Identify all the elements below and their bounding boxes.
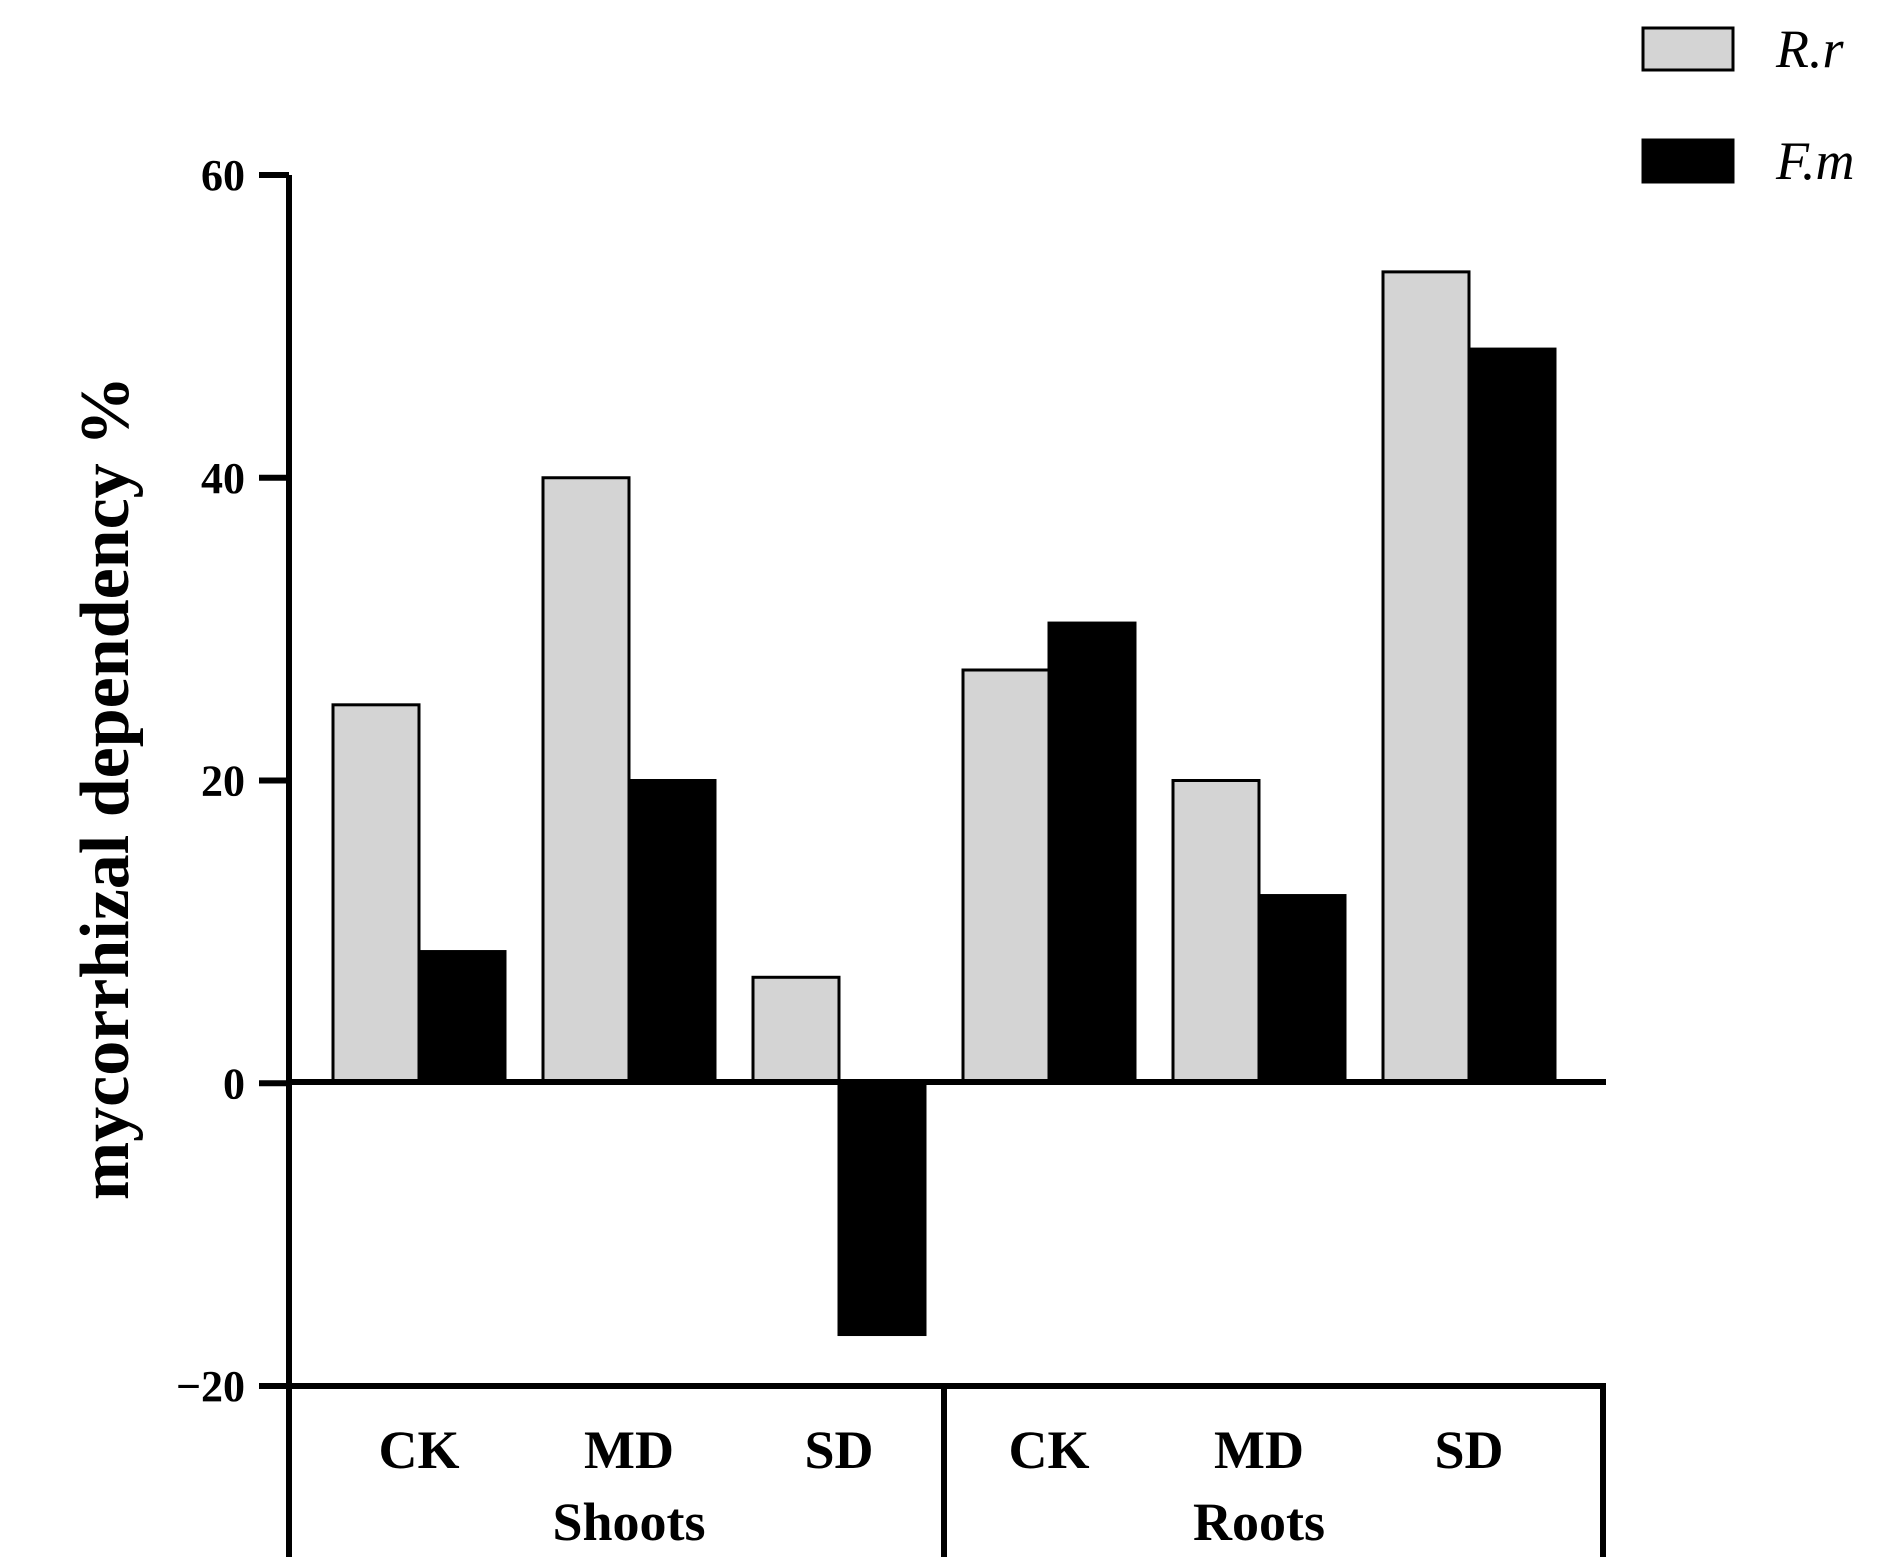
bar-rr [961, 668, 1051, 1085]
x-category-label: MD [1214, 1420, 1304, 1480]
y-tick-label: 0 [223, 1059, 245, 1108]
bar-fm [1467, 347, 1557, 1085]
y-tick-label: 60 [201, 151, 245, 200]
bar-fm [837, 1081, 927, 1337]
x-labels-layer: CK MD SD Shoots CK MD SD Roots [379, 1420, 1504, 1552]
bar-rr [1381, 270, 1471, 1085]
bar-fm [1257, 894, 1347, 1085]
x-category-label: CK [1009, 1420, 1090, 1480]
bar-rr [331, 703, 421, 1085]
y-tick-label: 20 [201, 757, 245, 806]
legend-swatch-fm [1641, 138, 1735, 184]
y-axis-title: mycorrhizal dependency % [67, 376, 144, 1200]
bar-rr [1171, 779, 1261, 1085]
y-tick-label: −20 [176, 1362, 245, 1411]
bars-layer [331, 270, 1557, 1337]
bar-fm [627, 779, 717, 1085]
y-ticks-layer: −20 0 20 40 60 [176, 151, 289, 1411]
x-category-label: SD [804, 1420, 873, 1480]
x-category-label: SD [1434, 1420, 1503, 1480]
x-group-label: Roots [1193, 1492, 1325, 1552]
bar-rr [751, 975, 841, 1085]
y-tick-label: 40 [201, 454, 245, 503]
x-category-label: CK [379, 1420, 460, 1480]
legend: R.r F.m [1641, 19, 1855, 191]
legend-label: F.m [1775, 131, 1855, 191]
legend-swatch-rr [1641, 26, 1735, 72]
legend-label: R.r [1775, 19, 1844, 79]
bar-fm [417, 950, 507, 1085]
bar-fm [1047, 621, 1137, 1085]
x-category-label: MD [584, 1420, 674, 1480]
x-group-label: Shoots [552, 1492, 705, 1552]
bar-rr [541, 476, 631, 1085]
